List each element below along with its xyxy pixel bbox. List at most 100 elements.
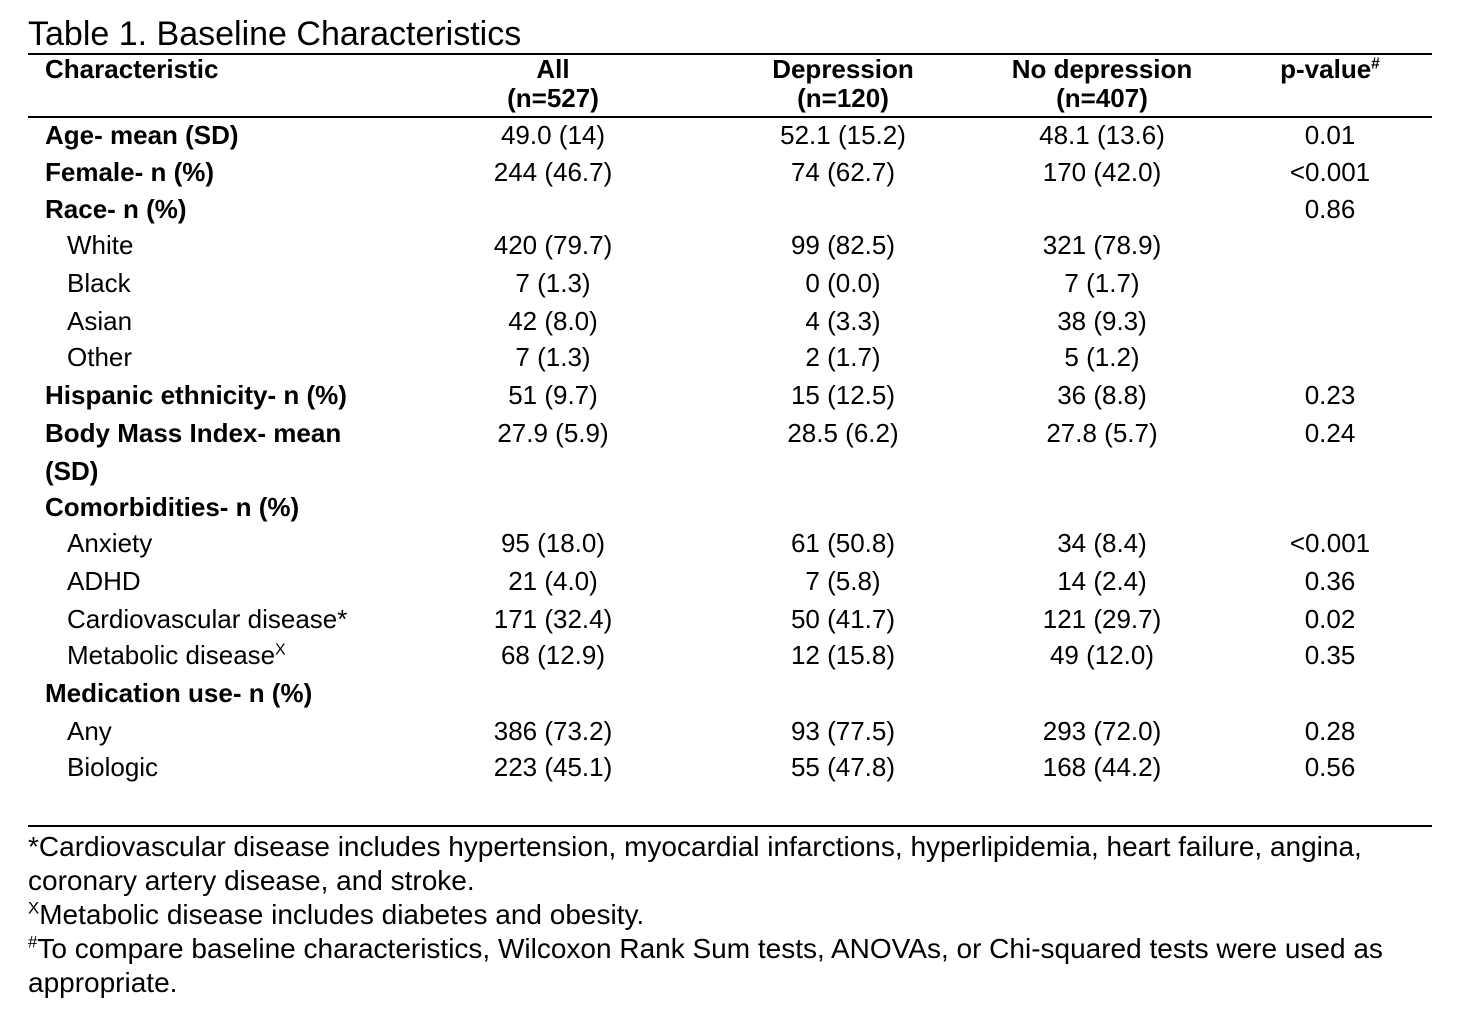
cell-value: 170 (42.0) [1042, 157, 1162, 187]
row-label-text: Cardiovascular disease* [67, 604, 348, 634]
header-label: All [536, 54, 570, 84]
header-label: No depression [1011, 54, 1193, 84]
cell-value: 61 (50.8) [790, 528, 896, 558]
header-cell: All (n=527) [507, 55, 599, 113]
cell-value: 21 (4.0) [508, 566, 598, 596]
cell-value: 0.35 [1304, 640, 1356, 670]
row-label-text: Body Mass Index- mean (SD) [45, 418, 342, 486]
row-label: Any [67, 712, 397, 750]
header-cell: No depression (n=407) [1012, 55, 1193, 113]
cell-value: 38 (9.3) [1057, 306, 1147, 336]
cell-value: 68 (12.9) [500, 640, 606, 670]
cell-value: 34 (8.4) [1057, 528, 1147, 558]
cell-value: 420 (79.7) [493, 230, 613, 260]
row-label: Hispanic ethnicity- n (%) [45, 376, 365, 414]
cell-value: 49 (12.0) [1049, 640, 1155, 670]
cell-value: 55 (47.8) [790, 752, 896, 782]
cell-value: 171 (32.4) [493, 604, 613, 634]
cell-value: 386 (73.2) [493, 716, 613, 746]
row-label: Anxiety [67, 524, 397, 562]
cell-value: 28.5 (6.2) [787, 418, 899, 448]
row-label-text: Anxiety [67, 528, 153, 558]
row-label: Other [67, 338, 397, 376]
row-label: Body Mass Index- mean (SD) [45, 414, 365, 490]
cell-value: 321 (78.9) [1042, 230, 1162, 260]
row-label: Female- n (%) [45, 153, 365, 191]
row-label: Biologic [67, 748, 397, 786]
row-label-text: Hispanic ethnicity- n (%) [45, 380, 347, 410]
footnote-text: Metabolic disease includes diabetes and … [39, 899, 645, 930]
row-label: Age- mean (SD) [45, 116, 365, 154]
cell-value: 7 (1.3) [515, 268, 591, 298]
header-label: Depression [772, 54, 914, 84]
cell-value: 48.1 (13.6) [1039, 120, 1165, 150]
cell-value: 4 (3.3) [805, 306, 881, 336]
cell-value: 0.86 [1304, 194, 1356, 224]
cell-value: 0.24 [1304, 418, 1356, 448]
row-label-sup: X [275, 641, 286, 659]
cell-value: 0 (0.0) [805, 268, 881, 298]
cell-value: 99 (82.5) [790, 230, 896, 260]
row-label: Black [67, 264, 397, 302]
header-text: No depression [1012, 55, 1193, 84]
header-cell: Depression (n=120) [772, 55, 914, 113]
footnote-marker: # [28, 932, 38, 952]
cell-value: 121 (29.7) [1042, 604, 1162, 634]
row-label: Comorbidities- n (%) [45, 488, 365, 526]
cell-value: 7 (1.3) [515, 342, 591, 372]
footnote-marker: X [28, 898, 40, 918]
cell-value: 49.0 (14) [500, 120, 606, 150]
cell-value: 27.9 (5.9) [497, 418, 609, 448]
cell-value: 0.23 [1304, 380, 1356, 410]
cell-value: 50 (41.7) [790, 604, 896, 634]
cell-value: 223 (45.1) [493, 752, 613, 782]
header-text: p-value# [1280, 55, 1380, 84]
cell-value: 42 (8.0) [508, 306, 598, 336]
cell-value: 5 (1.2) [1064, 342, 1140, 372]
cell-value: 15 (12.5) [790, 380, 896, 410]
row-label: Asian [67, 302, 397, 340]
cell-value: 244 (46.7) [493, 157, 613, 187]
header-sup: # [1371, 55, 1380, 73]
header-text: Characteristic [45, 55, 218, 84]
header-cell: p-value# [1280, 55, 1380, 84]
header-n: (n=120) [797, 83, 889, 113]
row-label-text: Biologic [67, 752, 159, 782]
row-label: Cardiovascular disease* [67, 600, 397, 638]
footnote: #To compare baseline characteristics, Wi… [28, 932, 1398, 1000]
header-cell: Characteristic [45, 55, 218, 84]
footnote-text: *Cardiovascular disease includes hyperte… [28, 831, 1362, 896]
row-label: Race- n (%) [45, 190, 365, 228]
cell-value: 36 (8.8) [1057, 380, 1147, 410]
row-label: ADHD [67, 562, 397, 600]
row-label-text: White [67, 230, 134, 260]
cell-value: <0.001 [1289, 157, 1371, 187]
cell-value: 0.28 [1304, 716, 1356, 746]
row-label-text: Metabolic disease [67, 640, 276, 670]
bottom-rule [28, 825, 1432, 827]
row-label-text: Other [67, 342, 133, 372]
row-label: Medication use- n (%) [45, 674, 365, 712]
row-label-text: Any [67, 716, 112, 746]
title: Table 1. Baseline Characteristics [28, 15, 522, 53]
header-n: (n=407) [1056, 83, 1148, 113]
cell-value: 93 (77.5) [790, 716, 896, 746]
row-label-text: Black [67, 268, 131, 298]
cell-value: 0.01 [1304, 120, 1356, 150]
cell-value: 7 (1.7) [1064, 268, 1140, 298]
cell-value: 95 (18.0) [500, 528, 606, 558]
row-label-text: ADHD [67, 566, 141, 596]
cell-value: 12 (15.8) [790, 640, 896, 670]
cell-value: 0.02 [1304, 604, 1356, 634]
header-label: Characteristic [45, 54, 219, 84]
cell-value: 7 (5.8) [805, 566, 881, 596]
footnote-text: To compare baseline characteristics, Wil… [28, 933, 1383, 998]
footnote: *Cardiovascular disease includes hyperte… [28, 830, 1398, 898]
cell-value: 51 (9.7) [508, 380, 598, 410]
header-rule [28, 116, 1432, 118]
footnote: XMetabolic disease includes diabetes and… [28, 898, 1398, 932]
cell-value: 293 (72.0) [1042, 716, 1162, 746]
header-text: Depression [772, 55, 914, 84]
row-label-text: Female- n (%) [45, 157, 215, 187]
